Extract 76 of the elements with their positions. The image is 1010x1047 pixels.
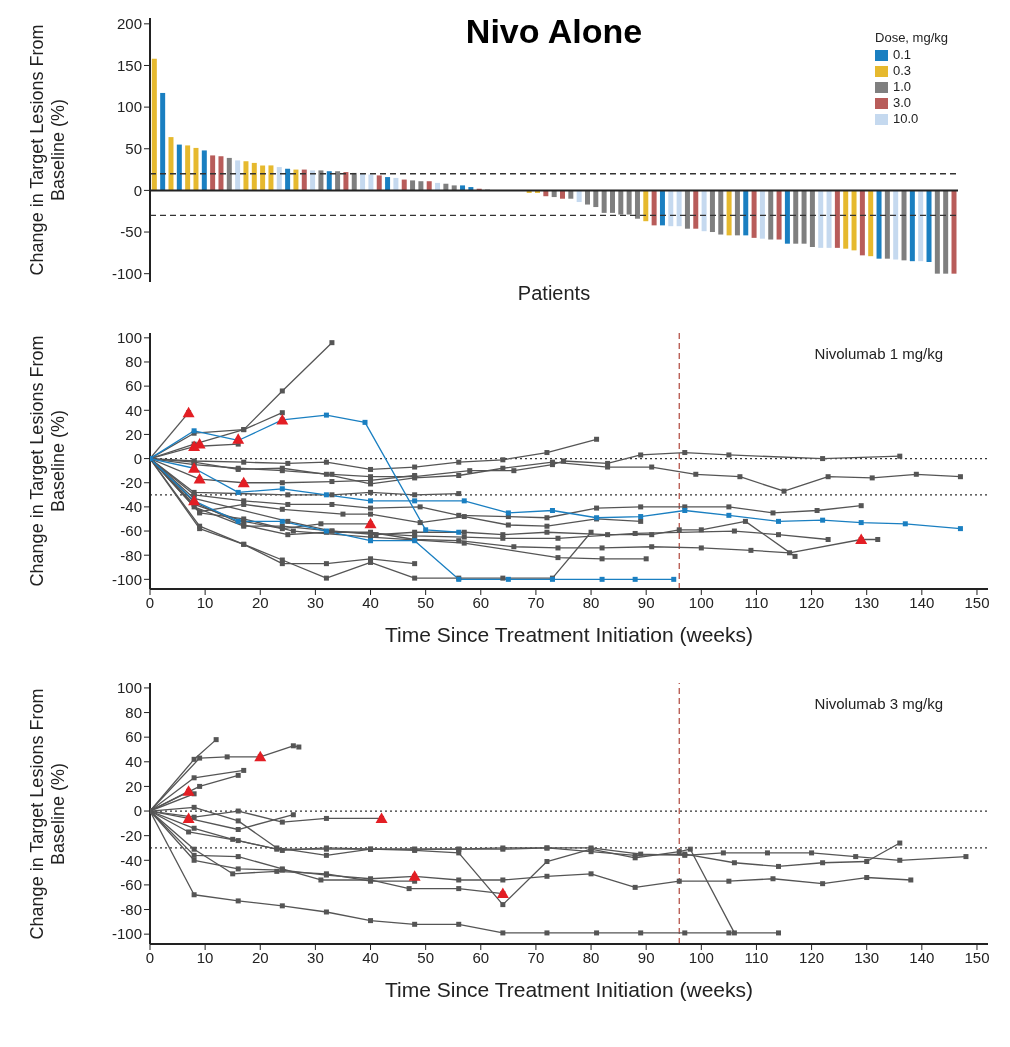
y-tick-label: 40 (125, 401, 142, 419)
x-tick-label: 120 (799, 593, 825, 611)
x-tick-label: 70 (527, 593, 545, 611)
chart-title: Nivo Alone (465, 12, 643, 50)
x-tick-label: 20 (251, 948, 269, 966)
x-tick-label: 150 (964, 593, 990, 611)
x-tick-label: 30 (307, 948, 324, 966)
x-tick-label: 60 (472, 948, 490, 966)
x-tick-label: 130 (854, 948, 880, 966)
x-tick-label: 120 (799, 948, 825, 966)
x-tick-label: 150 (964, 948, 990, 966)
x-tick-label: 130 (854, 593, 880, 611)
x-tick-label: 110 (744, 948, 769, 966)
x-tick-label: 60 (472, 593, 490, 611)
x-tick-label: 40 (362, 948, 379, 966)
x-axis-title: Time Since Treatment Initiation (weeks) (384, 623, 754, 647)
x-tick-label: 90 (637, 593, 655, 611)
legend-label: 0.1 (893, 47, 912, 63)
y-tick-label: -80 (120, 900, 142, 918)
x-tick-label: 20 (251, 593, 269, 611)
y-tick-label: 20 (125, 777, 142, 795)
annotation: Nivolumab 1 mg/kg (814, 345, 943, 362)
y-tick-label: 150 (116, 56, 142, 74)
x-tick-label: 0 (145, 593, 155, 611)
x-tick-label: 100 (688, 948, 714, 966)
y-tick-label: 20 (125, 425, 142, 443)
x-tick-label: 80 (582, 948, 600, 966)
y-tick-label: -40 (120, 851, 142, 869)
y-tick-label: 60 (125, 377, 142, 395)
y-tick-label: -40 (120, 498, 142, 516)
legend-label: 0.3 (893, 63, 912, 79)
x-tick-label: 140 (909, 948, 935, 966)
x-tick-label: 0 (145, 948, 155, 966)
y-tick-label: 0 (133, 181, 142, 199)
y-axis-title: Change in Target Lesions From Baseline (%) (27, 334, 69, 589)
y-tick-label: 0 (133, 802, 142, 820)
y-tick-label: 60 (125, 728, 142, 746)
x-tick-label: 140 (909, 593, 935, 611)
y-tick-label: -60 (120, 876, 142, 894)
y-tick-label: -100 (111, 570, 142, 588)
x-tick-label: 30 (307, 593, 324, 611)
y-axis-title: Change in Target Lesions From Baseline (%) (27, 23, 69, 278)
y-tick-label: 0 (133, 449, 142, 467)
y-tick-label: 80 (125, 703, 142, 721)
x-tick-label: 110 (744, 593, 769, 611)
annotation: Nivolumab 3 mg/kg (814, 695, 943, 712)
legend-label: 3.0 (893, 95, 912, 111)
x-tick-label: 70 (527, 948, 545, 966)
x-tick-label: 10 (196, 948, 214, 966)
y-tick-label: 200 (116, 15, 142, 33)
y-tick-label: -50 (120, 223, 142, 241)
legend-label: 10.0 (893, 111, 919, 127)
y-tick-label: 100 (116, 329, 142, 347)
x-axis-title: Patients (516, 282, 592, 305)
y-tick-label: 80 (125, 353, 142, 371)
x-tick-label: 40 (362, 593, 379, 611)
y-tick-label: -20 (120, 474, 142, 492)
y-tick-label: 100 (116, 98, 142, 116)
y-tick-label: 50 (125, 140, 142, 158)
legend-title: Dose, mg/kg (875, 30, 948, 46)
x-tick-label: 50 (417, 593, 434, 611)
legend-label: 1.0 (893, 79, 912, 95)
x-tick-label: 50 (417, 948, 434, 966)
x-tick-label: 80 (582, 593, 600, 611)
y-tick-label: -20 (120, 826, 142, 844)
y-tick-label: -100 (111, 265, 142, 282)
y-tick-label: 100 (116, 679, 142, 697)
y-tick-label: -60 (120, 522, 142, 540)
y-tick-label: 40 (125, 753, 142, 771)
x-tick-label: 100 (688, 593, 714, 611)
x-axis-title: Time Since Treatment Initiation (weeks) (384, 978, 754, 1002)
y-tick-label: -100 (111, 925, 142, 943)
x-tick-label: 90 (637, 948, 655, 966)
y-axis-title: Change in Target Lesions From Baseline (%) (27, 687, 69, 941)
x-tick-label: 10 (196, 593, 214, 611)
y-tick-label: -80 (120, 546, 142, 564)
